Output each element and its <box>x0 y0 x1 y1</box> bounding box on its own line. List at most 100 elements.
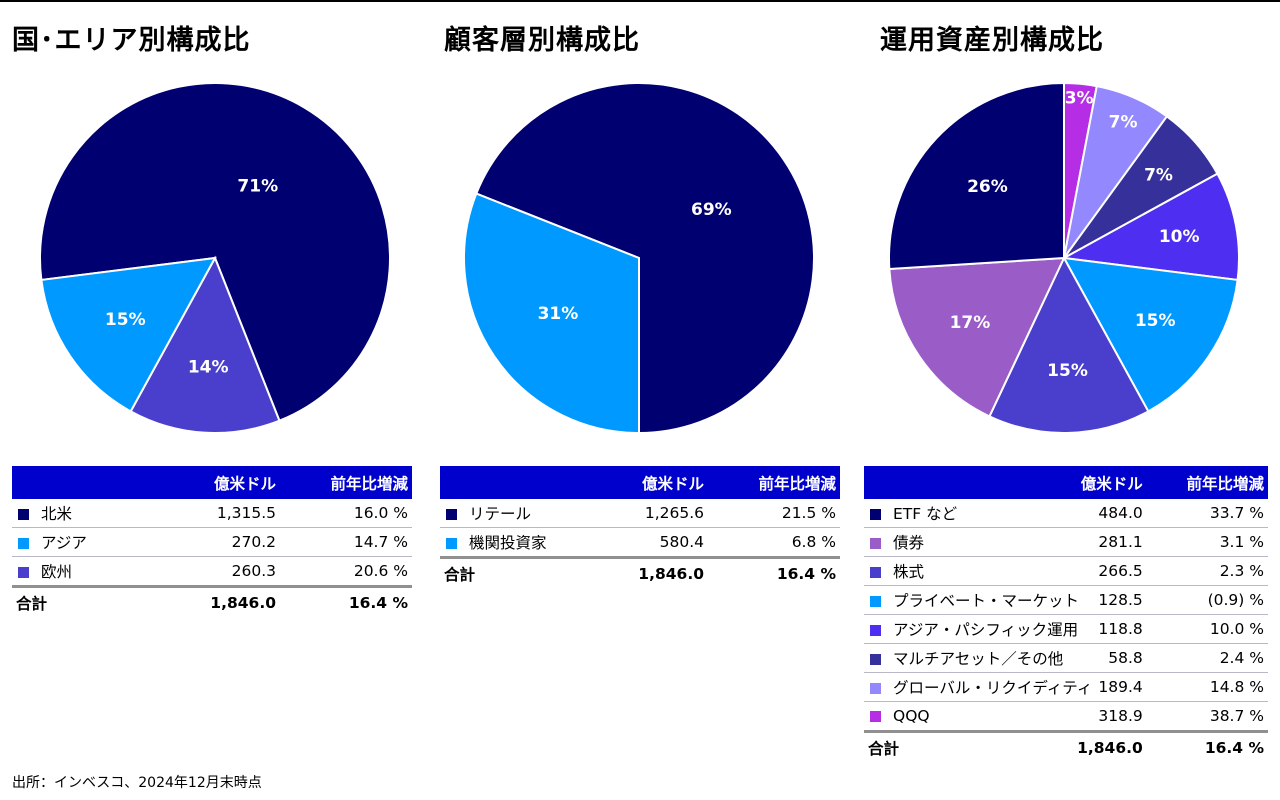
row-name: 債券 <box>893 534 925 552</box>
chart-title-client: 顧客層別構成比 <box>444 25 640 56</box>
row-change: 21.5 % <box>708 499 840 528</box>
legend-swatch <box>18 509 29 520</box>
pie-slice <box>39 82 391 423</box>
pie-slice <box>474 82 815 435</box>
table-client: 億米ドル 前年比増減リテール 1,265.6 21.5 % 機関投資家 580.4 6.8 … <box>440 466 840 588</box>
total-change: 16.4 % <box>776 564 836 583</box>
total-value: 1,846.0 <box>638 564 704 583</box>
row-label: マルチアセット／その他 <box>864 643 1066 673</box>
row-label: グローバル・リクイディティ <box>864 672 1092 702</box>
total-change: 16.4 % <box>1204 738 1264 757</box>
legend-swatch <box>870 625 881 636</box>
row-change: 20.6 % <box>280 556 412 588</box>
pie-slice <box>1062 256 1239 413</box>
header-blank <box>12 466 192 499</box>
row-label: ETF など <box>864 499 1066 528</box>
row-value: 484.0 <box>1066 499 1147 528</box>
legend-swatch <box>870 567 881 578</box>
total-label: 合計 <box>16 594 48 613</box>
row-value: 266.5 <box>1066 556 1147 586</box>
slice-label: 31% <box>538 304 579 324</box>
pie-slice <box>988 255 1150 434</box>
row-value: 189.4 <box>1066 672 1147 702</box>
table-row: アジア 270.2 14.7 % <box>12 527 412 557</box>
slice-label: 69% <box>691 200 732 220</box>
table-region: 億米ドル 前年比増減 北米 1,315.5 16.0 % アジア 270.2 14.7 % 欧州… <box>12 466 412 617</box>
row-value: 1,265.6 <box>620 499 708 528</box>
row-label: アジア・パシフィック運用 <box>864 614 1078 644</box>
row-change: 33.7 % <box>1146 499 1268 528</box>
table-asset: 億米ドル 前年比増減 ETF など 484.0 33.7 % 債券 281.1 3.1 % 株式… <box>864 466 1268 762</box>
row-value: 270.2 <box>192 527 280 557</box>
table-row: プライベート・マーケット 128.5 (0.9) % <box>864 585 1268 615</box>
chart-title-region: 国･エリア別構成比 <box>12 25 251 56</box>
header-value: 億米ドル <box>620 466 708 499</box>
slice-label: 26% <box>967 177 1008 197</box>
header-blank <box>864 466 1066 499</box>
row-label: 機関投資家 <box>440 527 620 559</box>
slice-label: 71% <box>237 177 278 197</box>
slice-label: 14% <box>188 357 229 377</box>
row-change: 2.3 % <box>1146 556 1268 586</box>
source-note: 出所：インベスコ、2024年12月末時点 <box>12 775 262 791</box>
table-row: アジア・パシフィック運用 118.8 10.0 % <box>864 614 1268 644</box>
row-value: 318.9 <box>1066 701 1147 733</box>
legend-swatch <box>18 567 29 578</box>
slice-label: 15% <box>1047 361 1088 381</box>
row-value: 58.8 <box>1066 643 1147 673</box>
pie-slice <box>463 192 640 435</box>
pie-chart-client: 69% 31% <box>463 82 815 435</box>
total-label: 合計 <box>868 739 900 758</box>
row-name: 株式 <box>893 563 925 581</box>
row-change: 10.0 % <box>1146 614 1268 644</box>
row-value: 281.1 <box>1066 527 1147 557</box>
row-name: 欧州 <box>41 563 73 581</box>
row-label: アジア <box>12 527 192 557</box>
slice-label: 15% <box>1135 311 1176 331</box>
row-name: リテール <box>469 505 532 523</box>
table-row: マルチアセット／その他 58.8 2.4 % <box>864 643 1268 673</box>
row-label: 株式 <box>864 556 1066 586</box>
slice-label: 7% <box>1109 112 1138 132</box>
row-name: QQQ <box>893 707 930 725</box>
table-row: 債券 281.1 3.1 % <box>864 527 1268 557</box>
total-row: 合計 1,846.0 16.4 % <box>440 558 840 589</box>
row-name: アジア・パシフィック運用 <box>893 621 1079 639</box>
legend-swatch <box>446 538 457 549</box>
pie-slice <box>888 256 1066 418</box>
header-blank <box>440 466 620 499</box>
total-value: 1,846.0 <box>1077 738 1143 757</box>
row-value: 1,315.5 <box>192 499 280 528</box>
row-label: 債券 <box>864 527 1066 557</box>
pie-slice <box>888 81 1065 271</box>
pie-slice <box>1060 172 1240 282</box>
row-change: 38.7 % <box>1146 701 1268 733</box>
legend-swatch <box>446 509 457 520</box>
row-label: リテール <box>440 499 620 528</box>
header-change: 前年比増減 <box>708 466 840 499</box>
row-name: 北米 <box>41 505 73 523</box>
row-value: 118.8 <box>1066 614 1147 644</box>
table-row: グローバル・リクイディティ 189.4 14.8 % <box>864 672 1268 702</box>
table-row: 機関投資家 580.4 6.8 % <box>440 527 840 559</box>
header-value: 億米ドル <box>1066 466 1147 499</box>
row-name: グローバル・リクイディティ <box>893 679 1093 697</box>
legend-swatch <box>870 596 881 607</box>
total-change: 16.4 % <box>348 593 408 612</box>
pie-chart-region: 71% 14% 15% <box>39 82 391 434</box>
row-change: 14.7 % <box>280 527 412 557</box>
table-row: QQQ 318.9 38.7 % <box>864 701 1268 733</box>
legend-swatch <box>870 538 881 549</box>
row-label: 北米 <box>12 499 192 528</box>
slice-label: 3% <box>1065 89 1094 109</box>
slice-label: 7% <box>1144 166 1173 186</box>
row-change: 3.1 % <box>1146 527 1268 557</box>
row-value: 580.4 <box>620 527 708 559</box>
legend-swatch <box>870 654 881 665</box>
table-row: 株式 266.5 2.3 % <box>864 556 1268 586</box>
slice-label: 15% <box>105 310 146 330</box>
row-change: 2.4 % <box>1146 643 1268 673</box>
slice-label: 17% <box>950 313 991 333</box>
table-row: ETF など 484.0 33.7 % <box>864 499 1268 528</box>
total-label: 合計 <box>444 565 476 584</box>
